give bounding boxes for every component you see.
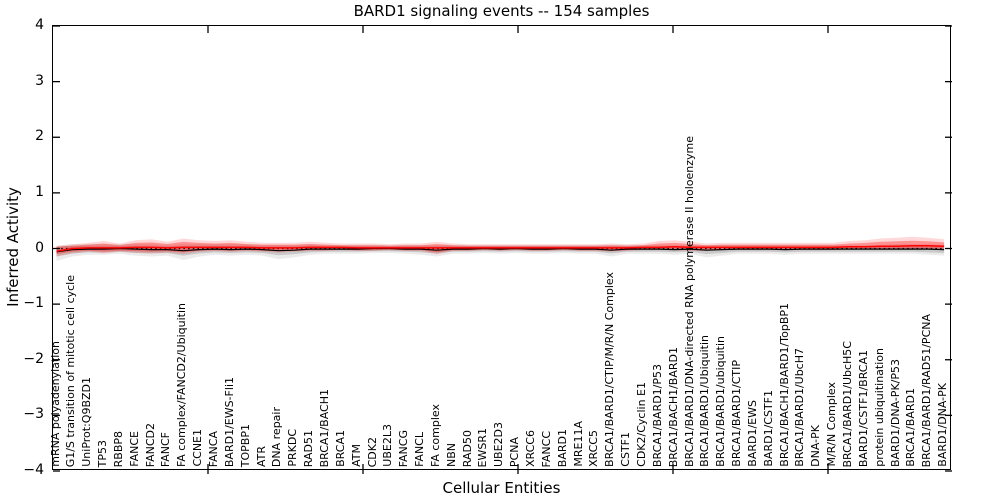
x-tick-label: M/R/N Complex — [825, 382, 839, 467]
x-tick-label: BRCA1 — [333, 430, 347, 467]
x-tick-label: UBE2L3 — [381, 424, 395, 467]
x-tick-label: CSTF1 — [619, 432, 633, 467]
y-tick-label: 1 — [35, 183, 44, 200]
y-tick-label: −2 — [23, 350, 44, 367]
x-tick-label: FANCC — [539, 430, 553, 467]
x-tick-label: BARD1/DNA-PK/P53 — [888, 358, 902, 467]
x-tick-label: FANCE — [127, 431, 141, 467]
x-tick-label: protein ubiquitination — [872, 348, 886, 467]
x-tick-label: BRCA1/BARD1/CTIP — [730, 360, 744, 467]
x-tick-label: FANCA — [207, 430, 220, 467]
x-tick-label: RAD50 — [460, 429, 474, 467]
y-axis-label: Inferred Activity — [4, 187, 22, 307]
x-tick-label: BARD1/EWS — [745, 400, 759, 467]
x-tick-label: FANCF — [159, 431, 173, 467]
x-tick-label: mRNA polyadenylation — [48, 341, 62, 467]
x-tick-label: DNA repair — [270, 406, 284, 467]
x-tick-label: BARD1/CSTF1/BRCA1 — [856, 349, 870, 467]
x-tick-label: BRCA1/BACH1/BARD1 — [666, 346, 680, 467]
x-tick-label: CDK2/Cyclin E1 — [634, 382, 648, 467]
x-tick-label: BRCA1/BARD1/CTIP/M/R/N Complex — [603, 272, 617, 467]
x-tick-label: CDK2 — [365, 436, 379, 467]
x-tick-label: BARD1/EWS-Fli1 — [222, 376, 236, 467]
chart-title: BARD1 signaling events -- 154 samples — [353, 2, 650, 20]
x-tick-label: PCNA — [508, 436, 522, 467]
x-tick-label: BRCA1/BARD1/UbcH5C — [841, 340, 854, 467]
x-tick-label: FA complex/FANCD2/Ubiquitin — [175, 302, 189, 467]
x-tick-label: TP53 — [96, 439, 110, 467]
x-tick-label: TOPBP1 — [238, 423, 252, 467]
y-tick-label: 3 — [35, 72, 44, 89]
x-tick-label: MRE11A — [571, 421, 585, 467]
x-tick-label: PRKDC — [286, 429, 300, 467]
y-tick-label: 4 — [35, 17, 44, 33]
x-tick-label: BRCA1/BARD1 — [904, 388, 918, 467]
x-tick-label: FANCD2 — [143, 422, 157, 467]
x-tick-label: BRCA1/BARD1/ubiquitin — [714, 336, 728, 467]
x-tick-label: ATM — [349, 444, 363, 467]
y-tick-label: −3 — [23, 406, 44, 423]
y-tick-label: 2 — [35, 128, 44, 145]
x-tick-label: BRCA1/BARD1/DNA-directed RNA polymerase … — [682, 136, 696, 467]
x-tick-label: XRCC5 — [587, 430, 601, 467]
y-tick-label: −4 — [23, 462, 44, 478]
x-tick-label: BRCA1/BARD1/UbcH7 — [793, 348, 807, 467]
x-tick-label: BRCA1/BARD1/Ubiquitin — [698, 335, 712, 467]
x-tick-label: UniProt:Q9BZD1 — [80, 377, 94, 467]
chart-canvas — [53, 25, 952, 474]
x-tick-label: FA complex — [428, 404, 442, 467]
x-tick-label: BRCA1/BACH1/BARD1/TopBP1 — [777, 303, 791, 467]
x-tick-label: BARD1/DNA-PK — [936, 383, 950, 467]
x-tick-label: UBE2D3 — [492, 421, 506, 467]
y-tick-label: −1 — [23, 295, 44, 312]
x-tick-label: BRCA1/BARD1/P53 — [650, 363, 664, 467]
x-tick-label: DNA-PK — [809, 425, 823, 467]
x-tick-label: BRCA1/BARD1/RAD51/PCNA — [920, 313, 934, 467]
x-tick-label: XRCC6 — [524, 430, 537, 467]
plot-area — [52, 25, 952, 474]
x-tick-label: RAD51 — [302, 429, 316, 467]
x-axis-label: Cellular Entities — [442, 479, 561, 497]
x-tick-label: G1/S transition of mitotic cell cycle — [64, 274, 78, 467]
x-tick-label: RBBP8 — [111, 430, 125, 467]
x-tick-label: FANCL — [413, 432, 427, 467]
y-tick-label: 0 — [35, 239, 44, 256]
x-tick-label: BRCA1/BACH1 — [317, 388, 331, 467]
x-tick-label: BARD1/CSTF1 — [761, 390, 775, 467]
x-tick-label: EWSR1 — [476, 427, 490, 467]
x-tick-label: NBN — [444, 442, 458, 467]
x-tick-label: CCNE1 — [191, 429, 205, 467]
x-tick-label: FANCG — [397, 429, 411, 467]
x-tick-label: BARD1 — [555, 428, 569, 467]
x-tick-label: ATR — [254, 445, 268, 467]
